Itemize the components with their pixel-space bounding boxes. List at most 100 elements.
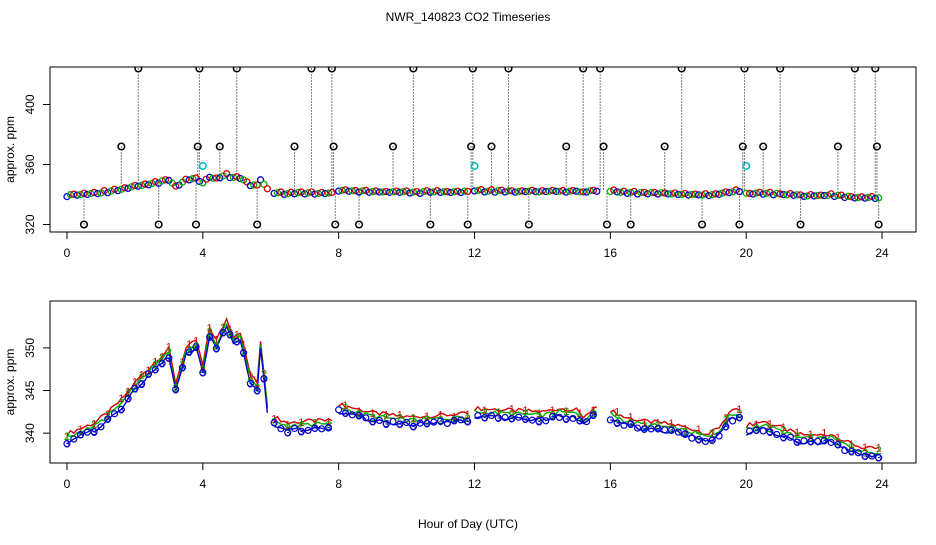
top-series-point — [324, 189, 333, 197]
top-series-point — [773, 189, 781, 197]
series-1-line — [273, 415, 333, 425]
top-series-point — [824, 191, 832, 200]
top-series-point — [141, 180, 149, 188]
bottom-panel: 1231231231231231231231231231231231231231… — [3, 300, 917, 491]
spike-point — [874, 220, 883, 229]
series-3-symbol: 3 — [383, 419, 389, 431]
series-3-symbol: 3 — [132, 383, 138, 395]
top-series-point — [494, 187, 502, 195]
series-3-point — [745, 427, 754, 435]
top-series-point — [623, 189, 631, 197]
top-panel: 0 4 8 12 16 20 24 320 360 400 approx. ppm — [3, 66, 917, 260]
top-series-point — [841, 193, 849, 202]
series-3-symbol: 3 — [808, 436, 814, 448]
top-series-point — [121, 184, 129, 192]
series-3-point — [868, 452, 876, 460]
series-2-symbol: 2 — [193, 341, 199, 353]
top-series-point — [705, 191, 713, 200]
series-3-point — [813, 437, 822, 445]
series-3-symbol: 3 — [709, 435, 715, 447]
series-1-symbol: 1 — [125, 386, 131, 398]
series-1-symbol: 1 — [118, 393, 124, 405]
series-1-line — [473, 405, 598, 419]
series-1-symbol: 1 — [342, 400, 348, 412]
series-3-symbol: 3 — [397, 419, 403, 431]
top-series-point — [807, 190, 815, 199]
series-3-point — [501, 413, 509, 422]
top-series-point — [742, 189, 750, 197]
top-series-point — [813, 191, 822, 200]
top-series-point — [501, 188, 509, 196]
series-3-point — [239, 349, 248, 357]
series-2-symbol: 2 — [522, 408, 528, 420]
top-series-point — [104, 188, 112, 197]
top-series-point — [732, 186, 740, 194]
bottom-y-tick-label: 350 — [23, 338, 37, 358]
series-3-point — [117, 405, 125, 413]
top-series-point — [372, 187, 380, 195]
top-x-tick-label: 16 — [604, 246, 618, 260]
top-series-point — [627, 188, 635, 197]
series-2-line — [474, 408, 598, 423]
series-3-point — [158, 359, 166, 367]
top-y-tick-label: 400 — [23, 94, 37, 114]
top-series-point — [379, 188, 387, 196]
series-3-point — [457, 416, 465, 424]
series-3-symbol: 3 — [550, 411, 556, 423]
series-1-symbol: 1 — [173, 379, 179, 391]
top-series-point — [640, 188, 648, 197]
top-series-point — [273, 189, 282, 197]
series-3-symbol: 3 — [780, 432, 786, 444]
series-3-point — [688, 434, 696, 442]
spike-point — [626, 220, 635, 229]
series-3-point — [110, 410, 119, 418]
series-3-symbol: 3 — [139, 379, 145, 391]
spike-point — [191, 220, 201, 229]
top-series-point — [555, 187, 564, 195]
series-2-symbol: 2 — [118, 398, 124, 410]
series-2-symbol: 2 — [125, 388, 131, 400]
top-series-point — [834, 191, 842, 200]
series-3-symbol: 3 — [821, 436, 827, 448]
top-series-point — [633, 190, 642, 198]
series-3-point — [800, 437, 808, 445]
top-series-point — [382, 187, 390, 196]
series-1-symbol: 1 — [696, 424, 702, 436]
top-series-point — [538, 187, 547, 195]
series-1-symbol: 1 — [139, 369, 145, 381]
spike-point — [872, 142, 881, 151]
series-3-point — [324, 424, 333, 432]
series-1-symbol: 1 — [312, 417, 318, 429]
spike-point — [331, 220, 340, 229]
series-2-symbol: 2 — [397, 413, 403, 425]
top-series-point — [328, 188, 336, 197]
series-3-point — [277, 425, 285, 433]
series-1-symbol: 1 — [590, 405, 596, 417]
series-3-symbol: 3 — [723, 422, 729, 434]
top-series-point — [847, 193, 856, 201]
series-3-point — [70, 435, 78, 443]
top-series-point — [745, 189, 754, 198]
top-series-point — [851, 194, 859, 202]
top-series-point — [87, 189, 95, 198]
series-3-point — [464, 417, 472, 426]
series-3-point — [233, 338, 241, 346]
bottom-x-tick-label: 4 — [199, 477, 206, 491]
series-2-symbol: 2 — [563, 406, 569, 418]
top-series-point — [151, 178, 159, 186]
series-3-point — [854, 449, 862, 457]
spike-point — [134, 67, 143, 73]
top-series-point — [542, 187, 550, 196]
series-3-point — [76, 431, 85, 439]
top-series-point — [657, 189, 665, 197]
series-3-symbol: 3 — [522, 414, 528, 426]
top-series-point — [260, 180, 268, 188]
series-3-symbol: 3 — [285, 428, 291, 440]
top-series-point — [650, 188, 659, 197]
top-series-point — [667, 190, 676, 198]
series-3-point — [430, 418, 438, 426]
chart-title: NWR_140823 CO2 Timeseries — [386, 10, 551, 24]
top-series-point — [453, 187, 462, 195]
series-3-point — [807, 437, 815, 446]
top-series-point — [460, 187, 468, 195]
